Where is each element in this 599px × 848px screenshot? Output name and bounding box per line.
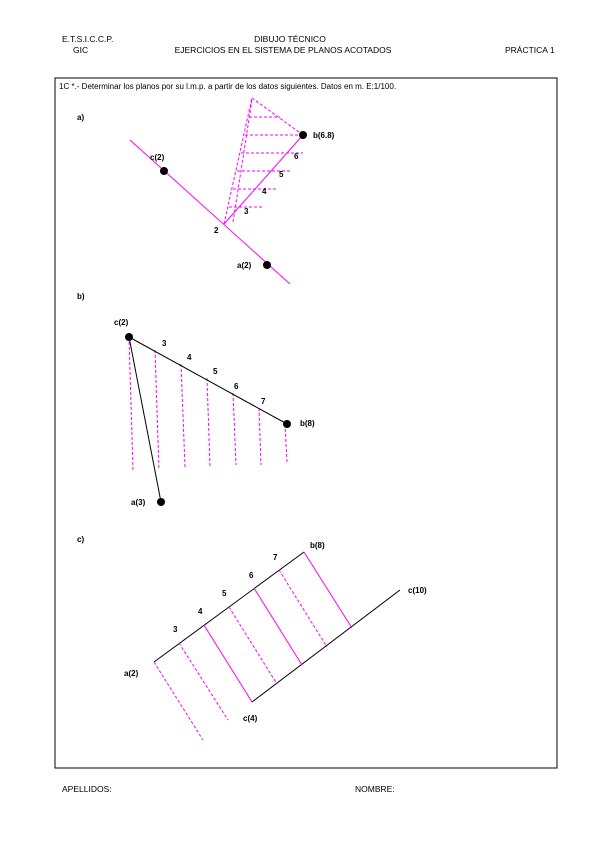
statement: 1C *.- Determinar los planos por su l.m.… [59,82,396,91]
practice: PRÁCTICA 1 [505,45,555,55]
frame [54,77,558,769]
point-label: c(4) [243,714,258,723]
point-label: 4 [198,607,203,616]
title: EJERCICIOS EN EL SISTEMA DE PLANOS ACOTA… [175,45,392,55]
point-label: 4 [187,353,192,362]
point-label: 6 [294,152,299,161]
point-label: b(8) [300,419,315,428]
point-label: 6 [234,382,239,391]
part-label: a) [77,113,84,122]
point-label: 3 [244,207,249,216]
subject: DIBUJO TÉCNICO [254,34,326,44]
point-label: a(2) [124,669,139,678]
point-label: 4 [262,187,267,196]
point-label: 2 [214,226,219,235]
part-c: c) b(8) 7 6 5 4 3 c(10) a(2) c(4) [77,535,427,741]
part-label: b) [77,292,85,301]
school: E.T.S.I.C.C.P. [62,34,113,44]
part-label: c) [77,535,84,544]
point-label: 5 [222,589,227,598]
surname-field: APELLIDOS: [62,784,112,794]
point-label: a(3) [131,498,146,507]
point-label: 6 [249,571,254,580]
point-label: c(2) [114,318,129,327]
group: GIC [73,45,88,55]
part-a: a) c(2) a(2) b(6.8) 2 3 4 5 6 [77,97,335,285]
point-label: 7 [261,397,266,406]
point-label: b(8) [310,541,325,550]
point-label: 3 [162,339,167,348]
part-b: b) c(2) 3 4 5 6 7 b(8) a(3) [77,292,315,509]
point-label: c(2) [150,153,165,162]
point-label: c(10) [408,586,427,595]
point-label: 3 [173,625,178,634]
point-label: a(2) [237,261,252,270]
name-field: NOMBRE: [355,784,395,794]
point-label: 5 [279,170,284,179]
point-label: b(6.8) [313,131,335,140]
point-label: 5 [213,367,218,376]
point-label: 7 [273,553,278,562]
